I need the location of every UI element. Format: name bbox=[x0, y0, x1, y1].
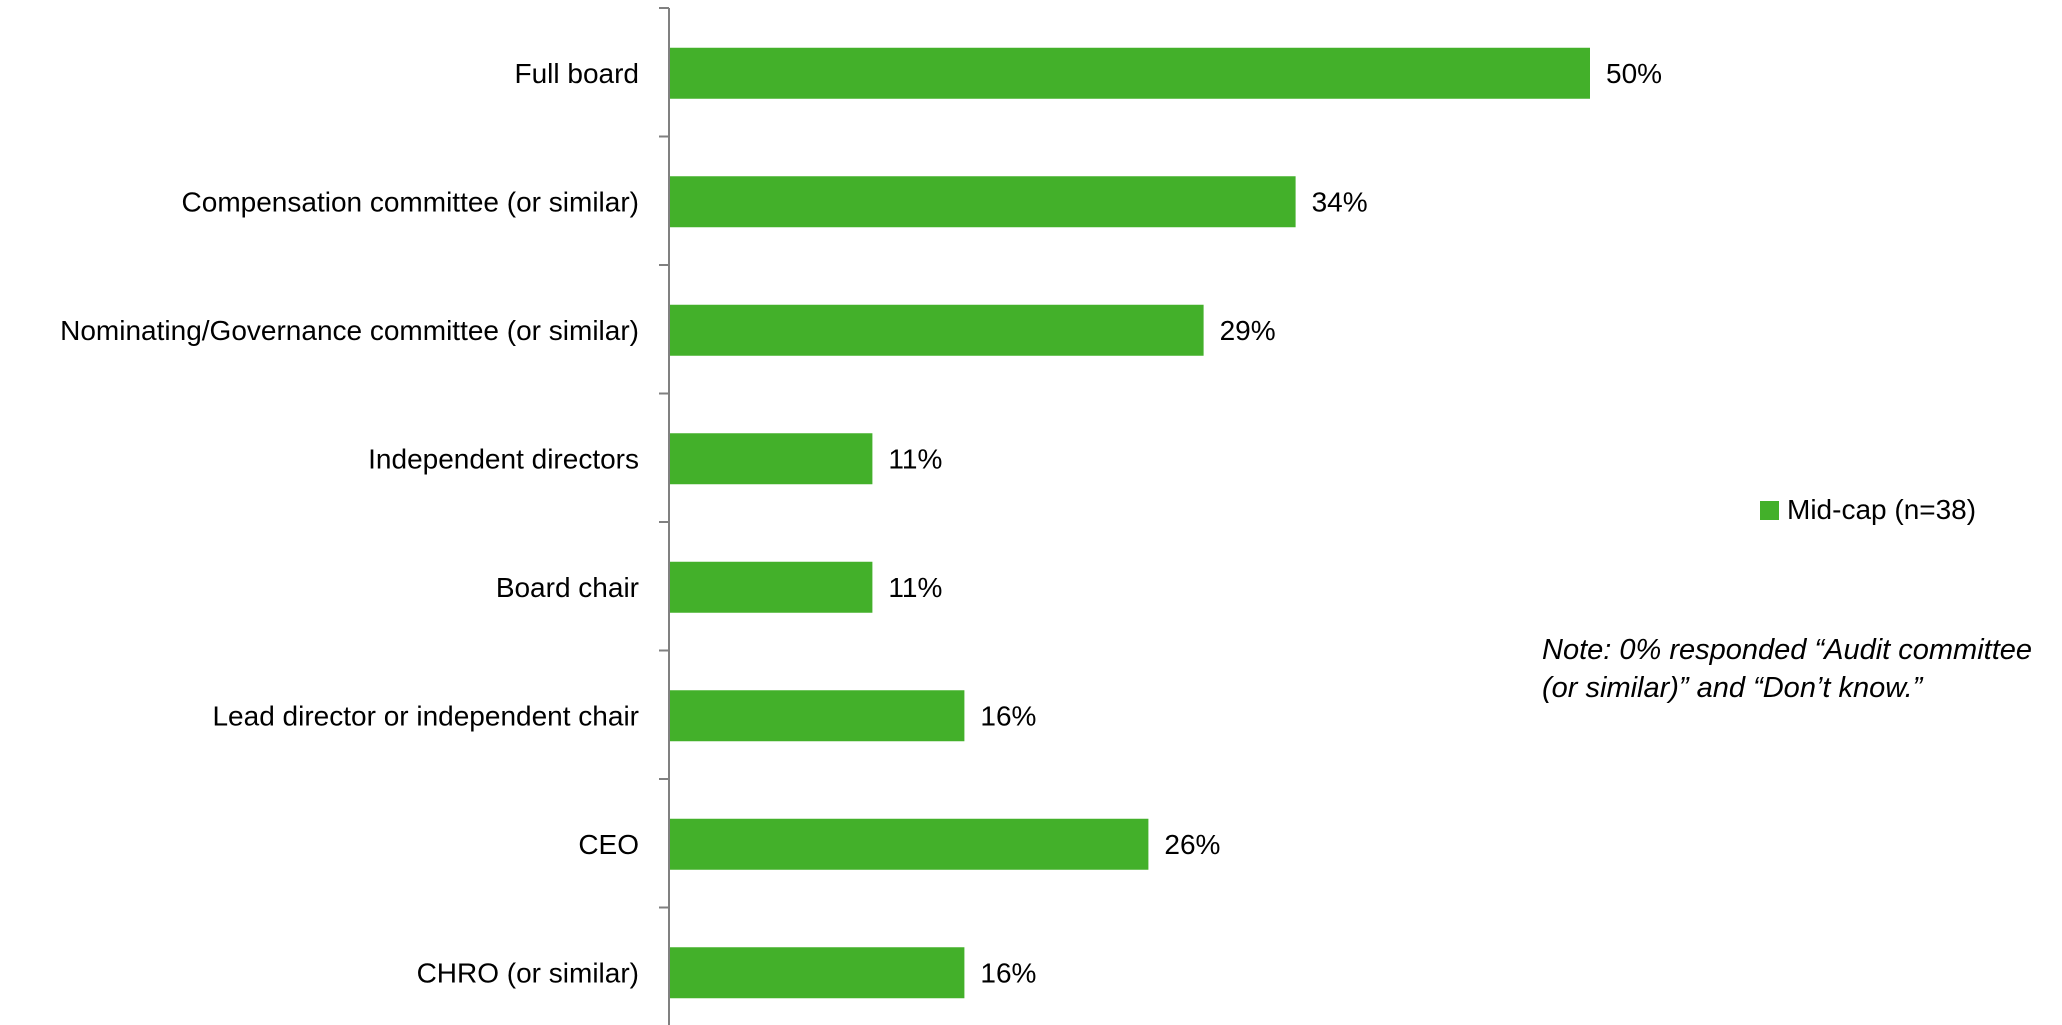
category-label: Independent directors bbox=[368, 443, 639, 474]
note-line-1: Note: 0% responded “Audit committee bbox=[1542, 634, 2033, 666]
data-label: 11% bbox=[888, 443, 942, 474]
bar bbox=[670, 690, 965, 742]
category-label: Board chair bbox=[496, 572, 639, 603]
bar bbox=[670, 561, 873, 613]
bar bbox=[670, 433, 873, 485]
bar bbox=[670, 947, 965, 999]
data-label: 50% bbox=[1606, 58, 1662, 89]
bar bbox=[670, 176, 1296, 228]
legend-label: Mid-cap (n=38) bbox=[1787, 494, 1977, 525]
data-label: 29% bbox=[1220, 315, 1276, 346]
bar bbox=[670, 47, 1590, 99]
category-label: Nominating/Governance committee (or simi… bbox=[60, 315, 639, 346]
bar bbox=[670, 304, 1204, 356]
data-label: 16% bbox=[980, 700, 1036, 731]
category-label: Compensation committee (or similar) bbox=[182, 186, 639, 217]
chart-legend: Mid-cap (n=38) bbox=[1760, 494, 1976, 526]
chart-note: Note: 0% responded “Audit committee (or … bbox=[1542, 631, 2042, 707]
data-label: 26% bbox=[1164, 829, 1220, 860]
legend-swatch bbox=[1760, 500, 1779, 520]
category-label: CEO bbox=[578, 829, 639, 860]
data-label: 34% bbox=[1312, 186, 1368, 217]
category-label: Lead director or independent chair bbox=[212, 700, 639, 731]
data-label: 11% bbox=[888, 572, 942, 603]
category-label: Full board bbox=[514, 58, 639, 89]
note-line-2: (or similar)” and “Don’t know.” bbox=[1542, 672, 1923, 704]
category-label: CHRO (or similar) bbox=[417, 957, 639, 988]
bar bbox=[670, 818, 1149, 870]
data-label: 16% bbox=[980, 957, 1036, 988]
